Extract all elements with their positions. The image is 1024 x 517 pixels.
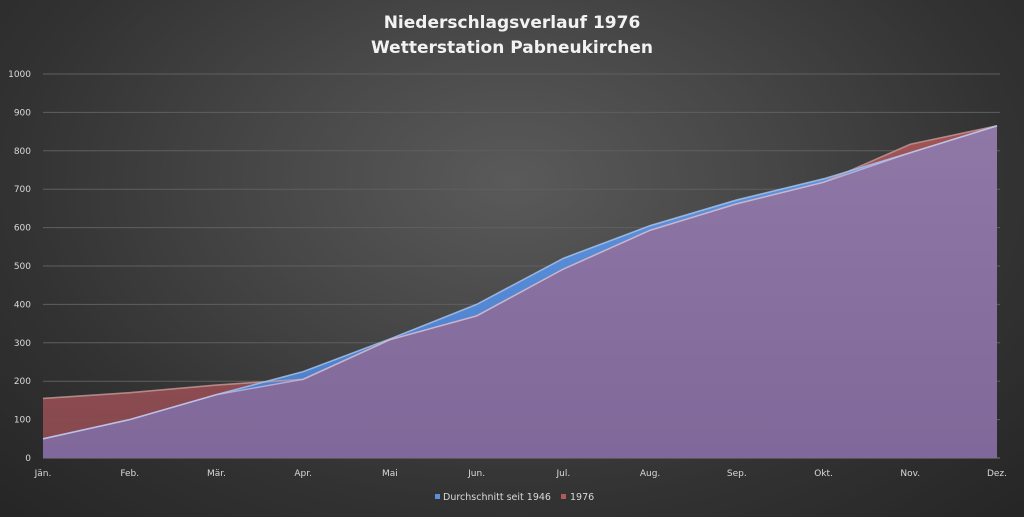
legend-swatch-1976	[561, 494, 566, 499]
legend-label-durchschnitt: Durchschnitt seit 1946	[443, 492, 551, 503]
legend: Durchschnitt seit 1946 1976	[435, 492, 594, 503]
x-tick-label: Jun.	[467, 469, 485, 479]
y-tick-label: 200	[14, 377, 31, 387]
y-tick-label: 600	[14, 224, 31, 234]
x-tick-label: Jän.	[34, 469, 52, 479]
x-tick-label: Jul.	[555, 469, 570, 479]
y-tick-label: 0	[25, 454, 31, 464]
x-tick-label: Mai	[382, 469, 398, 479]
legend-swatch-durchschnitt	[435, 494, 440, 499]
chart-subtitle: Wetterstation Pabneukirchen	[371, 38, 653, 58]
legend-item-1976: 1976	[561, 492, 594, 503]
y-tick-label: 1000	[8, 70, 31, 80]
chart-title: Niederschlagsverlauf 1976	[384, 13, 641, 33]
legend-item-durchschnitt: Durchschnitt seit 1946	[435, 492, 551, 503]
x-axis: Jän. Feb. Mär. Apr. Mai Jun. Jul. Aug. Sep. Okt. N…	[34, 469, 1007, 479]
y-tick-label: 800	[14, 147, 31, 157]
x-tick-label: Mär.	[207, 469, 226, 479]
y-tick-label: 300	[14, 339, 31, 349]
x-tick-label: Feb.	[120, 469, 139, 479]
y-tick-label: 500	[14, 262, 31, 272]
y-tick-label: 900	[14, 108, 31, 118]
x-tick-label: Okt.	[814, 469, 833, 479]
y-tick-label: 100	[14, 416, 31, 426]
y-tick-label: 700	[14, 185, 31, 195]
x-tick-label: Sep.	[727, 469, 747, 479]
overlap-line	[42, 125, 998, 440]
overlap-area	[43, 125, 997, 458]
plot-areas	[42, 125, 998, 458]
x-tick-label: Dez.	[987, 469, 1007, 479]
x-tick-label: Aug.	[640, 469, 660, 479]
y-axis: 0 100 200 300 400 500 600 700 800 900 1000	[8, 70, 31, 464]
x-tick-label: Nov.	[900, 469, 920, 479]
y-tick-label: 400	[14, 300, 31, 310]
x-tick-label: Apr.	[294, 469, 312, 479]
legend-label-1976: 1976	[570, 492, 594, 503]
